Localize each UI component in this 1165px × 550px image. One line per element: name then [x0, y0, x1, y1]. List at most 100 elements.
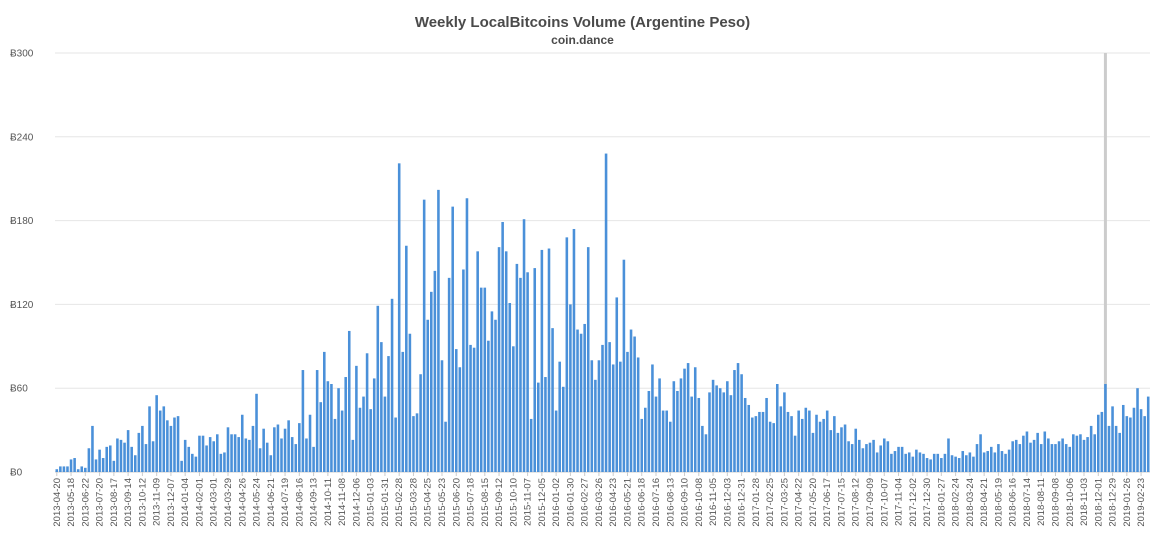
- bar[interactable]: [237, 437, 240, 472]
- bar[interactable]: [1097, 414, 1100, 472]
- bar[interactable]: [133, 455, 137, 472]
- bar[interactable]: [797, 410, 800, 472]
- bar[interactable]: [365, 353, 369, 472]
- bar[interactable]: [840, 427, 843, 472]
- bar[interactable]: [754, 416, 758, 472]
- bar[interactable]: [822, 418, 825, 472]
- bar[interactable]: [936, 453, 940, 472]
- bar[interactable]: [907, 452, 911, 472]
- bar[interactable]: [569, 304, 572, 472]
- bar[interactable]: [515, 263, 519, 472]
- bar[interactable]: [779, 406, 783, 472]
- bar[interactable]: [679, 378, 683, 472]
- bar[interactable]: [469, 344, 472, 472]
- bar[interactable]: [833, 416, 836, 472]
- bar[interactable]: [166, 420, 169, 472]
- bar[interactable]: [629, 329, 633, 472]
- bar[interactable]: [533, 268, 537, 472]
- bar[interactable]: [922, 453, 925, 472]
- bar[interactable]: [850, 444, 854, 472]
- bar[interactable]: [504, 251, 508, 472]
- bar[interactable]: [490, 311, 494, 472]
- bar[interactable]: [355, 365, 358, 472]
- bar[interactable]: [290, 437, 294, 472]
- bar[interactable]: [447, 277, 451, 472]
- bar[interactable]: [383, 396, 387, 472]
- bar[interactable]: [137, 432, 141, 472]
- bar[interactable]: [1121, 404, 1125, 472]
- bar[interactable]: [911, 456, 915, 472]
- bar[interactable]: [693, 367, 697, 472]
- bar[interactable]: [847, 441, 850, 472]
- bar[interactable]: [323, 351, 326, 472]
- bar[interactable]: [740, 374, 743, 472]
- bar[interactable]: [890, 453, 893, 472]
- bar[interactable]: [900, 446, 904, 472]
- bar[interactable]: [718, 388, 722, 472]
- bar[interactable]: [790, 416, 793, 472]
- bar[interactable]: [950, 455, 954, 472]
- bar[interactable]: [62, 466, 66, 472]
- bar[interactable]: [1039, 444, 1043, 472]
- bar[interactable]: [390, 298, 394, 472]
- bar[interactable]: [280, 438, 283, 472]
- bar[interactable]: [526, 272, 529, 472]
- bar[interactable]: [401, 351, 405, 472]
- bar[interactable]: [925, 458, 929, 472]
- bar[interactable]: [333, 418, 337, 472]
- bar[interactable]: [615, 297, 619, 472]
- bar[interactable]: [586, 247, 590, 472]
- bar[interactable]: [815, 414, 818, 472]
- bar[interactable]: [298, 423, 301, 472]
- bar[interactable]: [811, 432, 815, 472]
- bar[interactable]: [116, 438, 119, 472]
- bar[interactable]: [608, 342, 611, 472]
- bar[interactable]: [1125, 416, 1129, 472]
- bar[interactable]: [112, 460, 116, 472]
- bar[interactable]: [736, 363, 740, 472]
- bar[interactable]: [690, 396, 693, 472]
- bar[interactable]: [287, 420, 290, 472]
- bar[interactable]: [380, 342, 383, 472]
- bar[interactable]: [1068, 446, 1072, 472]
- bar[interactable]: [986, 451, 989, 472]
- bar[interactable]: [640, 418, 644, 472]
- bar[interactable]: [76, 469, 80, 472]
- bar[interactable]: [597, 360, 601, 472]
- bar[interactable]: [144, 444, 148, 472]
- bar[interactable]: [651, 364, 654, 472]
- bar[interactable]: [372, 378, 376, 472]
- bar[interactable]: [66, 466, 69, 472]
- bar[interactable]: [273, 427, 276, 472]
- bar[interactable]: [472, 347, 476, 472]
- bar[interactable]: [148, 406, 151, 472]
- bar[interactable]: [644, 407, 647, 472]
- bar[interactable]: [1000, 451, 1004, 472]
- bar[interactable]: [547, 248, 551, 472]
- bar[interactable]: [512, 346, 515, 472]
- bar[interactable]: [683, 368, 686, 472]
- bar[interactable]: [975, 444, 979, 472]
- bar[interactable]: [661, 410, 665, 472]
- bar[interactable]: [458, 367, 462, 472]
- bar[interactable]: [904, 453, 907, 472]
- bar[interactable]: [105, 446, 108, 472]
- bar[interactable]: [487, 340, 490, 472]
- bar[interactable]: [529, 418, 533, 472]
- bar[interactable]: [1086, 437, 1089, 472]
- bar[interactable]: [183, 439, 187, 472]
- bar[interactable]: [1129, 417, 1132, 472]
- bar[interactable]: [954, 456, 957, 472]
- bar[interactable]: [647, 390, 651, 472]
- bar[interactable]: [804, 407, 808, 472]
- bar[interactable]: [558, 361, 561, 472]
- bar[interactable]: [440, 360, 444, 472]
- bar[interactable]: [861, 448, 865, 472]
- bar[interactable]: [686, 363, 690, 472]
- bar[interactable]: [255, 393, 258, 472]
- bar[interactable]: [1089, 425, 1093, 472]
- bar[interactable]: [230, 434, 233, 472]
- bar[interactable]: [1072, 434, 1075, 472]
- bar[interactable]: [1007, 449, 1011, 472]
- bar[interactable]: [508, 303, 512, 472]
